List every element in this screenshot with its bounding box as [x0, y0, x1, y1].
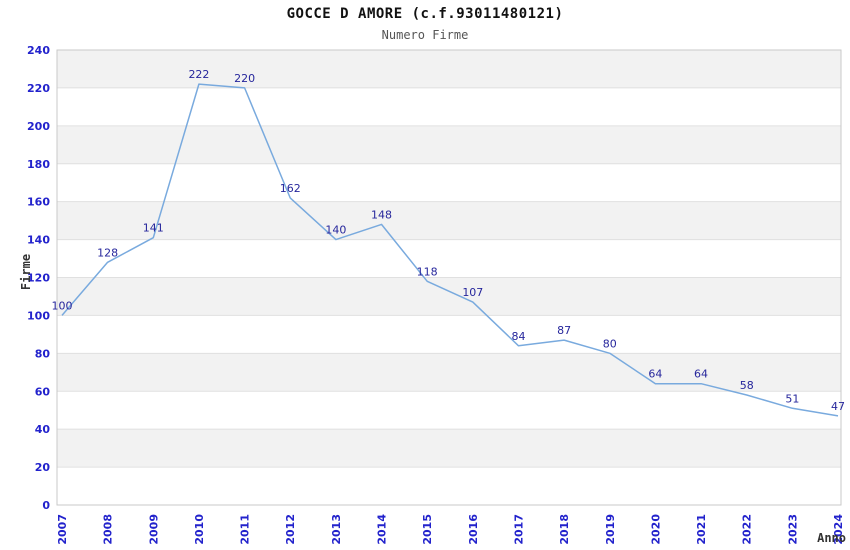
data-label: 84: [511, 330, 525, 343]
y-tick-label: 100: [27, 309, 50, 322]
data-label: 100: [52, 299, 73, 312]
data-label: 220: [234, 72, 255, 85]
data-line: [61, 83, 839, 417]
x-tick-label: 2015: [421, 514, 434, 545]
x-tick-label: 2024: [832, 514, 845, 545]
data-label: 162: [280, 182, 301, 195]
data-label: 107: [462, 286, 483, 299]
y-tick-label: 120: [27, 272, 50, 285]
y-tick-label: 20: [35, 461, 51, 474]
data-label: 80: [603, 337, 617, 350]
x-tick-label: 2010: [193, 514, 206, 545]
background-band: [57, 201, 841, 240]
data-label: 141: [143, 222, 164, 235]
background-band: [57, 50, 841, 88]
y-tick-label: 0: [42, 499, 50, 512]
x-tick-label: 2014: [376, 514, 389, 545]
x-axis-label: Anno: [817, 531, 846, 545]
background-band: [57, 353, 841, 392]
x-tick-label: 2017: [513, 514, 526, 545]
data-label: 148: [371, 208, 392, 221]
x-tick-label: 2013: [330, 514, 343, 545]
data-label: 128: [97, 246, 118, 259]
y-tick-label: 240: [27, 44, 50, 57]
background-band: [57, 125, 841, 164]
x-tick-label: 2020: [649, 514, 662, 545]
data-label: 64: [648, 368, 662, 381]
data-label: 87: [557, 324, 571, 337]
x-tick-label: 2012: [284, 514, 297, 545]
data-label: 58: [740, 379, 754, 392]
y-tick-label: 200: [27, 120, 50, 133]
y-tick-label: 180: [27, 158, 50, 171]
x-tick-label: 2009: [147, 514, 160, 545]
data-label: 64: [694, 368, 708, 381]
x-tick-label: 2007: [56, 514, 69, 545]
y-tick-label: 220: [27, 82, 50, 95]
x-tick-label: 2021: [695, 514, 708, 545]
chart-title: GOCCE D AMORE (c.f.93011480121): [286, 6, 564, 22]
y-tick-label: 40: [35, 423, 51, 436]
data-label: 47: [831, 400, 845, 413]
data-label: 51: [785, 392, 799, 405]
y-tick-label: 140: [27, 234, 50, 247]
x-tick-label: 2022: [741, 514, 754, 545]
x-tick-label: 2016: [467, 514, 480, 545]
data-label: 118: [417, 265, 438, 278]
y-axis-label: Firme: [19, 254, 33, 290]
x-tick-label: 2023: [786, 514, 799, 545]
background-band: [57, 429, 841, 468]
x-tick-label: 2018: [558, 514, 571, 545]
y-tick-label: 60: [35, 385, 51, 398]
chart-subtitle: Numero Firme: [381, 28, 469, 42]
data-label: 140: [325, 224, 346, 237]
x-tick-label: 2019: [604, 514, 617, 545]
x-tick-label: 2011: [239, 514, 252, 545]
y-tick-label: 80: [35, 347, 51, 360]
data-label: 222: [188, 68, 209, 81]
y-tick-label: 160: [27, 196, 50, 209]
background-band: [57, 277, 841, 316]
plot-border: [56, 49, 842, 506]
x-tick-label: 2008: [102, 514, 115, 545]
